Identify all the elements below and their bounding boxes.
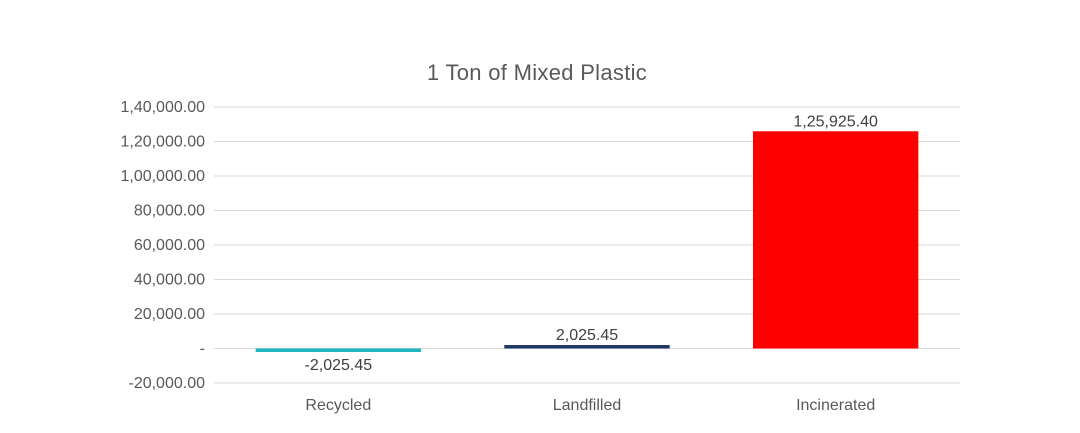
y-tick-label: 80,000.00 [134,203,205,220]
y-tick-label: - [200,341,205,358]
y-tick-label: 1,20,000.00 [120,134,205,151]
bar-recycled [255,348,422,352]
y-tick-label: 1,00,000.00 [120,168,205,185]
chart-title: 1 Ton of Mixed Plastic [426,60,648,85]
y-tick-label: 1,40,000.00 [120,99,205,116]
x-tick-label: Incinerated [796,397,875,414]
y-tick-label: 60,000.00 [134,237,205,254]
y-tick-label: -20,000.00 [128,375,205,392]
x-tick-label: Recycled [305,397,371,414]
data-label: 2,025.45 [556,327,618,344]
bar-landfilled [504,345,670,349]
bar-incinerated [752,131,919,349]
data-label: 1,25,925.40 [793,113,878,130]
x-tick-label: Landfilled [553,397,622,414]
data-label: -2,025.45 [305,357,373,374]
y-tick-label: 20,000.00 [134,306,205,323]
y-tick-label: 40,000.00 [134,272,205,289]
